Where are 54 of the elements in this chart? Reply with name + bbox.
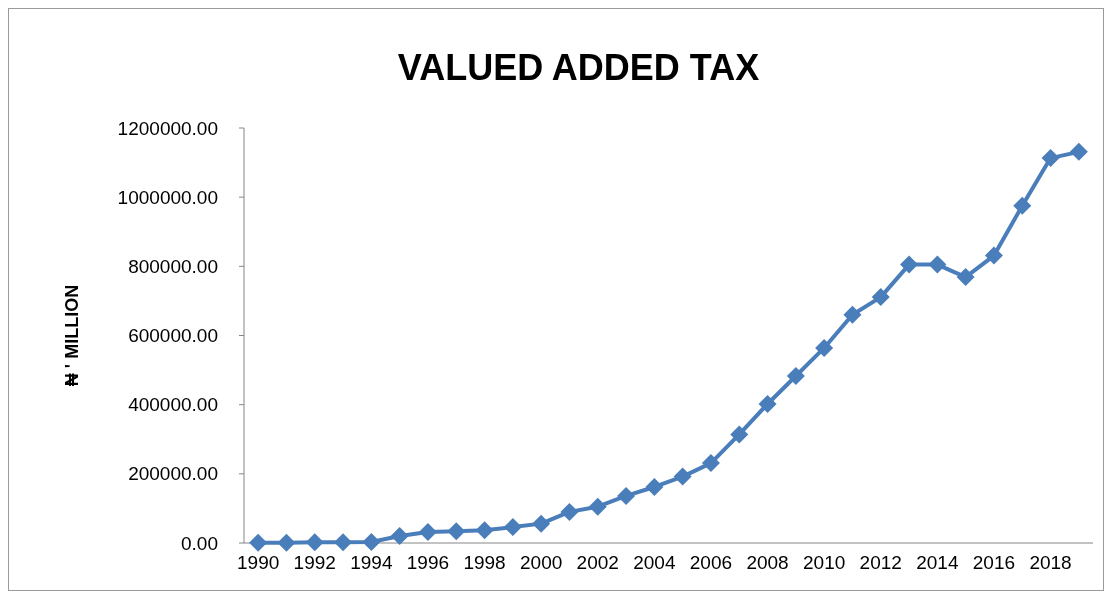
point: [588, 497, 607, 516]
point: [673, 467, 692, 486]
point: [1041, 149, 1060, 168]
x-tick-label: 2010: [803, 552, 846, 573]
point: [305, 533, 324, 552]
point: [617, 486, 636, 505]
point: [390, 527, 409, 546]
point: [645, 477, 664, 496]
point: [815, 338, 834, 357]
x-tick-label: 2006: [689, 552, 733, 573]
point: [418, 522, 437, 541]
point: [447, 522, 466, 541]
y-tick-label: 1000000.00: [117, 186, 218, 208]
point: [249, 533, 268, 552]
point: [1069, 142, 1088, 161]
y-tick-label: 200000.00: [128, 463, 218, 485]
y-tick-label: 1200000.00: [117, 117, 218, 139]
point: [758, 394, 777, 413]
point: [900, 255, 919, 274]
y-tick-label: 400000.00: [128, 394, 218, 416]
point: [701, 454, 720, 473]
point: [334, 533, 353, 552]
point: [984, 246, 1003, 265]
x-tick-label: 1996: [406, 552, 450, 573]
point: [560, 502, 579, 521]
y-tick-label: 0.00: [181, 532, 218, 554]
point: [928, 255, 947, 274]
x-tick-label: 1990: [237, 552, 280, 573]
x-tick-label: 2014: [916, 552, 959, 573]
point: [532, 514, 551, 533]
x-tick-label: 1994: [350, 552, 393, 573]
point: [871, 288, 890, 307]
point: [730, 425, 749, 444]
x-tick-label: 2004: [633, 552, 676, 573]
point: [475, 521, 494, 540]
x-tick-label: 2000: [520, 552, 563, 573]
point: [277, 533, 296, 552]
x-tick-label: 2012: [859, 552, 902, 573]
x-tick-label: 1998: [463, 552, 506, 573]
point: [503, 518, 522, 537]
chart-title: VALUED ADDED TAX: [397, 47, 760, 88]
y-tick-label: 800000.00: [128, 255, 218, 277]
x-tick-label: 2002: [576, 552, 619, 573]
point: [1013, 196, 1032, 215]
x-tick-label: 2018: [1029, 552, 1072, 573]
y-axis-title: ₦ ' MILLION: [62, 284, 82, 387]
x-tick-label: 2008: [746, 552, 789, 573]
point: [786, 366, 805, 385]
x-tick-label: 1992: [293, 552, 336, 573]
point: [956, 268, 975, 287]
y-tick-label: 600000.00: [128, 325, 218, 347]
point: [843, 305, 862, 324]
x-tick-label: 2016: [972, 552, 1016, 573]
point: [362, 532, 381, 551]
